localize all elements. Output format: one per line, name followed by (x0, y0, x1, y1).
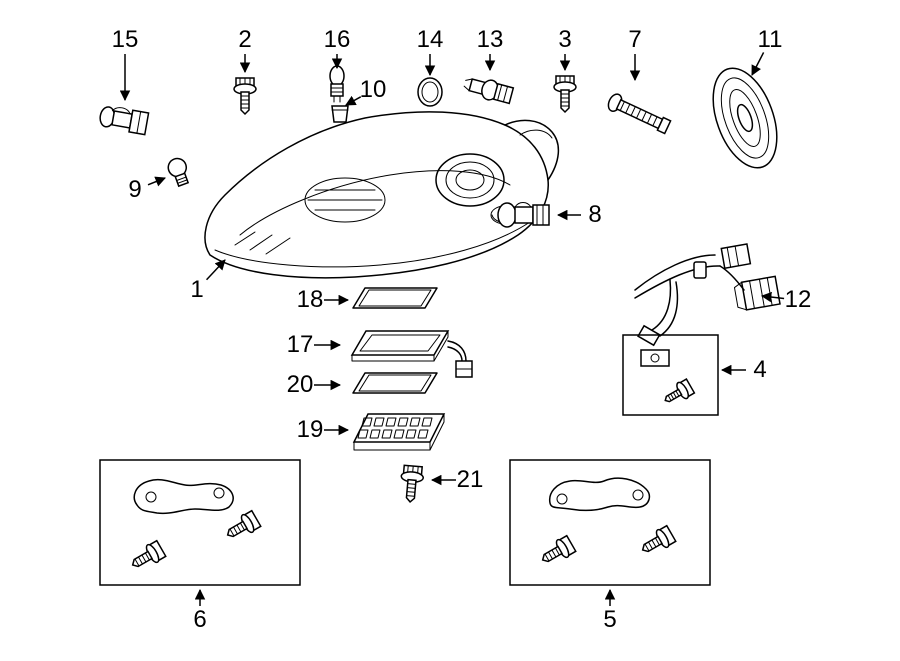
group-box-4 (623, 335, 718, 415)
callout-17: 17 (287, 331, 314, 359)
part-heatsink-19 (354, 414, 444, 450)
leader-9 (148, 178, 165, 185)
callout-20: 20 (287, 371, 314, 399)
callout-9: 9 (128, 176, 141, 204)
leader-1 (207, 260, 225, 280)
part-boot-11 (701, 60, 789, 177)
part-gasket-18 (353, 288, 437, 308)
callout-21: 21 (457, 466, 484, 494)
part-bolt-4 (661, 378, 695, 408)
diagram-svg (0, 0, 900, 661)
part-socket-15 (98, 104, 148, 134)
leader-11 (752, 52, 764, 75)
callout-19: 19 (297, 416, 324, 444)
part-bolt-6a (128, 540, 167, 574)
callout-18: 18 (297, 286, 324, 314)
callout-7: 7 (628, 26, 641, 54)
callout-10: 10 (360, 76, 387, 104)
part-adjuster-7 (606, 92, 672, 135)
callout-12: 12 (785, 286, 812, 314)
part-headlamp-assembly (205, 112, 558, 278)
part-cap-10 (332, 106, 348, 122)
callout-4: 4 (753, 356, 766, 384)
callout-8: 8 (588, 201, 601, 229)
part-bolt-2 (234, 78, 256, 114)
part-bracket-5 (550, 478, 650, 510)
part-oring-14 (418, 78, 442, 106)
part-bolt-5b (638, 525, 677, 559)
callout-1: 1 (190, 276, 203, 304)
part-bolt-5a (538, 535, 577, 569)
part-ballast-17 (352, 331, 472, 377)
part-bracket-6 (134, 480, 233, 514)
callout-15: 15 (112, 26, 139, 54)
part-bulb-9 (166, 156, 192, 188)
part-socket-8 (498, 203, 549, 228)
callout-11: 11 (758, 26, 783, 54)
part-clip-4 (641, 350, 669, 366)
part-bulb-16 (330, 66, 344, 102)
callout-3: 3 (558, 26, 571, 54)
callout-2: 2 (238, 26, 251, 54)
parts-diagram: 123456789101112131415161718192021 (0, 0, 900, 661)
group-box-6 (100, 460, 300, 585)
part-bolt-21 (399, 465, 424, 503)
callout-14: 14 (417, 26, 444, 54)
callout-13: 13 (477, 26, 504, 54)
leader-lines (125, 52, 784, 606)
leader-10 (346, 97, 361, 105)
part-hid-bulb-13 (462, 74, 514, 106)
callout-5: 5 (603, 606, 616, 634)
part-harness-12 (635, 244, 780, 345)
callout-6: 6 (193, 606, 206, 634)
part-bolt-6b (223, 510, 262, 544)
callout-16: 16 (324, 26, 351, 54)
part-bolt-3 (554, 76, 576, 112)
part-gasket-20 (353, 373, 437, 393)
